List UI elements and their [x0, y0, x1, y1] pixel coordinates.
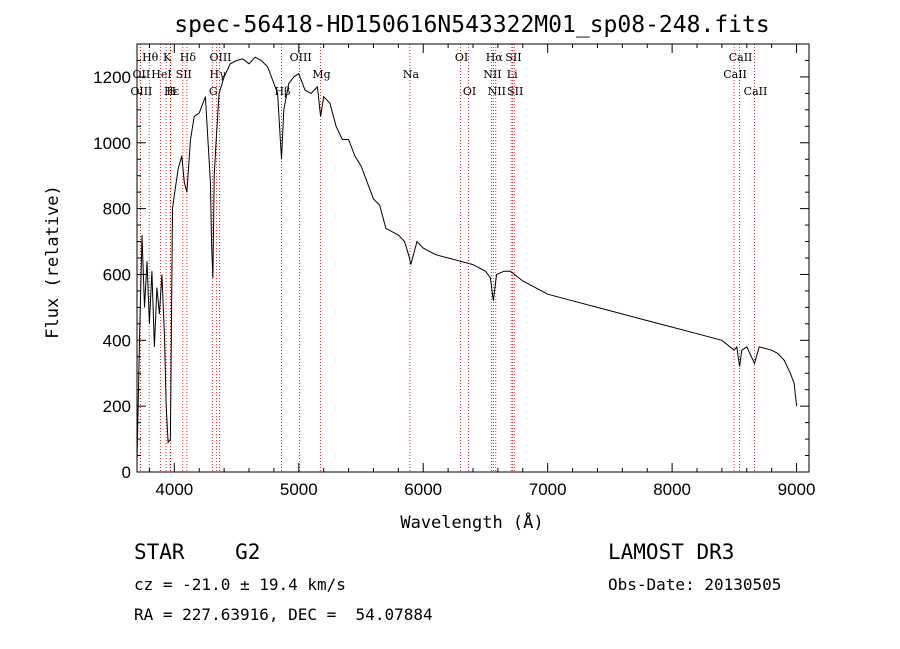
line-marker-label: H [167, 85, 177, 98]
line-marker-label: NII [488, 85, 506, 98]
line-marker-label: Hδ [180, 51, 197, 64]
x-tick-label: 9000 [778, 480, 816, 499]
line-marker-label: CaII [723, 68, 747, 81]
line-marker-label: Hε [164, 85, 180, 98]
line-marker-label: OI [455, 51, 468, 64]
x-tick-label: 7000 [529, 480, 567, 499]
line-marker-label: Li [507, 68, 518, 81]
line-marker-label: G [209, 85, 218, 98]
line-marker-label: Hα [486, 51, 504, 64]
x-tick-label: 5000 [280, 480, 318, 499]
y-axis-label: Flux (relative) [43, 185, 63, 339]
y-tick-label: 600 [103, 265, 131, 284]
line-marker-label: OII [133, 68, 151, 81]
y-tick-label: 800 [103, 200, 131, 219]
line-marker-label: K [163, 51, 172, 64]
line-marker-label: Na [403, 68, 420, 81]
survey-name: LAMOST DR3 [608, 540, 735, 564]
line-marker-label: OIII [209, 51, 231, 64]
object-class: STAR G2 [134, 540, 261, 564]
line-marker-label: NII [483, 68, 501, 81]
y-tick-label: 1200 [93, 68, 131, 87]
line-marker-label: Hγ [210, 68, 227, 81]
observation-date: Obs-Date: 20130505 [608, 575, 782, 594]
axis-ticks: 4000 5000 6000 7000 8000 9000 0 200 400 600 800 100… [93, 43, 816, 499]
line-marker-label: OI [463, 85, 476, 98]
plot-frame [136, 43, 810, 473]
y-tick-label: 0 [122, 463, 131, 482]
spectrum-line [136, 56, 798, 463]
coordinates: RA = 227.63916, DEC = 54.07884 [134, 605, 433, 624]
y-tick-label: 1000 [93, 134, 131, 153]
line-marker-label: SII [176, 68, 192, 81]
chart-title: spec-56418-HD150616N543322M01_sp08-248.f… [174, 12, 769, 38]
line-marker-label: CaII [729, 51, 753, 64]
x-tick-label: 8000 [653, 480, 691, 499]
line-marker-label: OIII [130, 85, 152, 98]
line-marker-label: SII [507, 85, 523, 98]
line-marker-label: HeI [151, 68, 171, 81]
line-marker-label: Hθ [142, 51, 159, 64]
x-tick-label: 6000 [404, 480, 442, 499]
line-marker-label: SII [505, 51, 521, 64]
x-axis-label: Wavelength (Å) [400, 511, 543, 533]
line-marker-label: Mg [312, 68, 330, 81]
line-marker-label: CaII [744, 85, 768, 98]
line-marker-label: OIII [290, 51, 312, 64]
y-tick-label: 400 [103, 331, 131, 350]
y-tick-label: 200 [103, 397, 131, 416]
x-tick-label: 4000 [155, 480, 193, 499]
redshift-velocity: cz = -21.0 ± 19.4 km/s [134, 575, 346, 594]
